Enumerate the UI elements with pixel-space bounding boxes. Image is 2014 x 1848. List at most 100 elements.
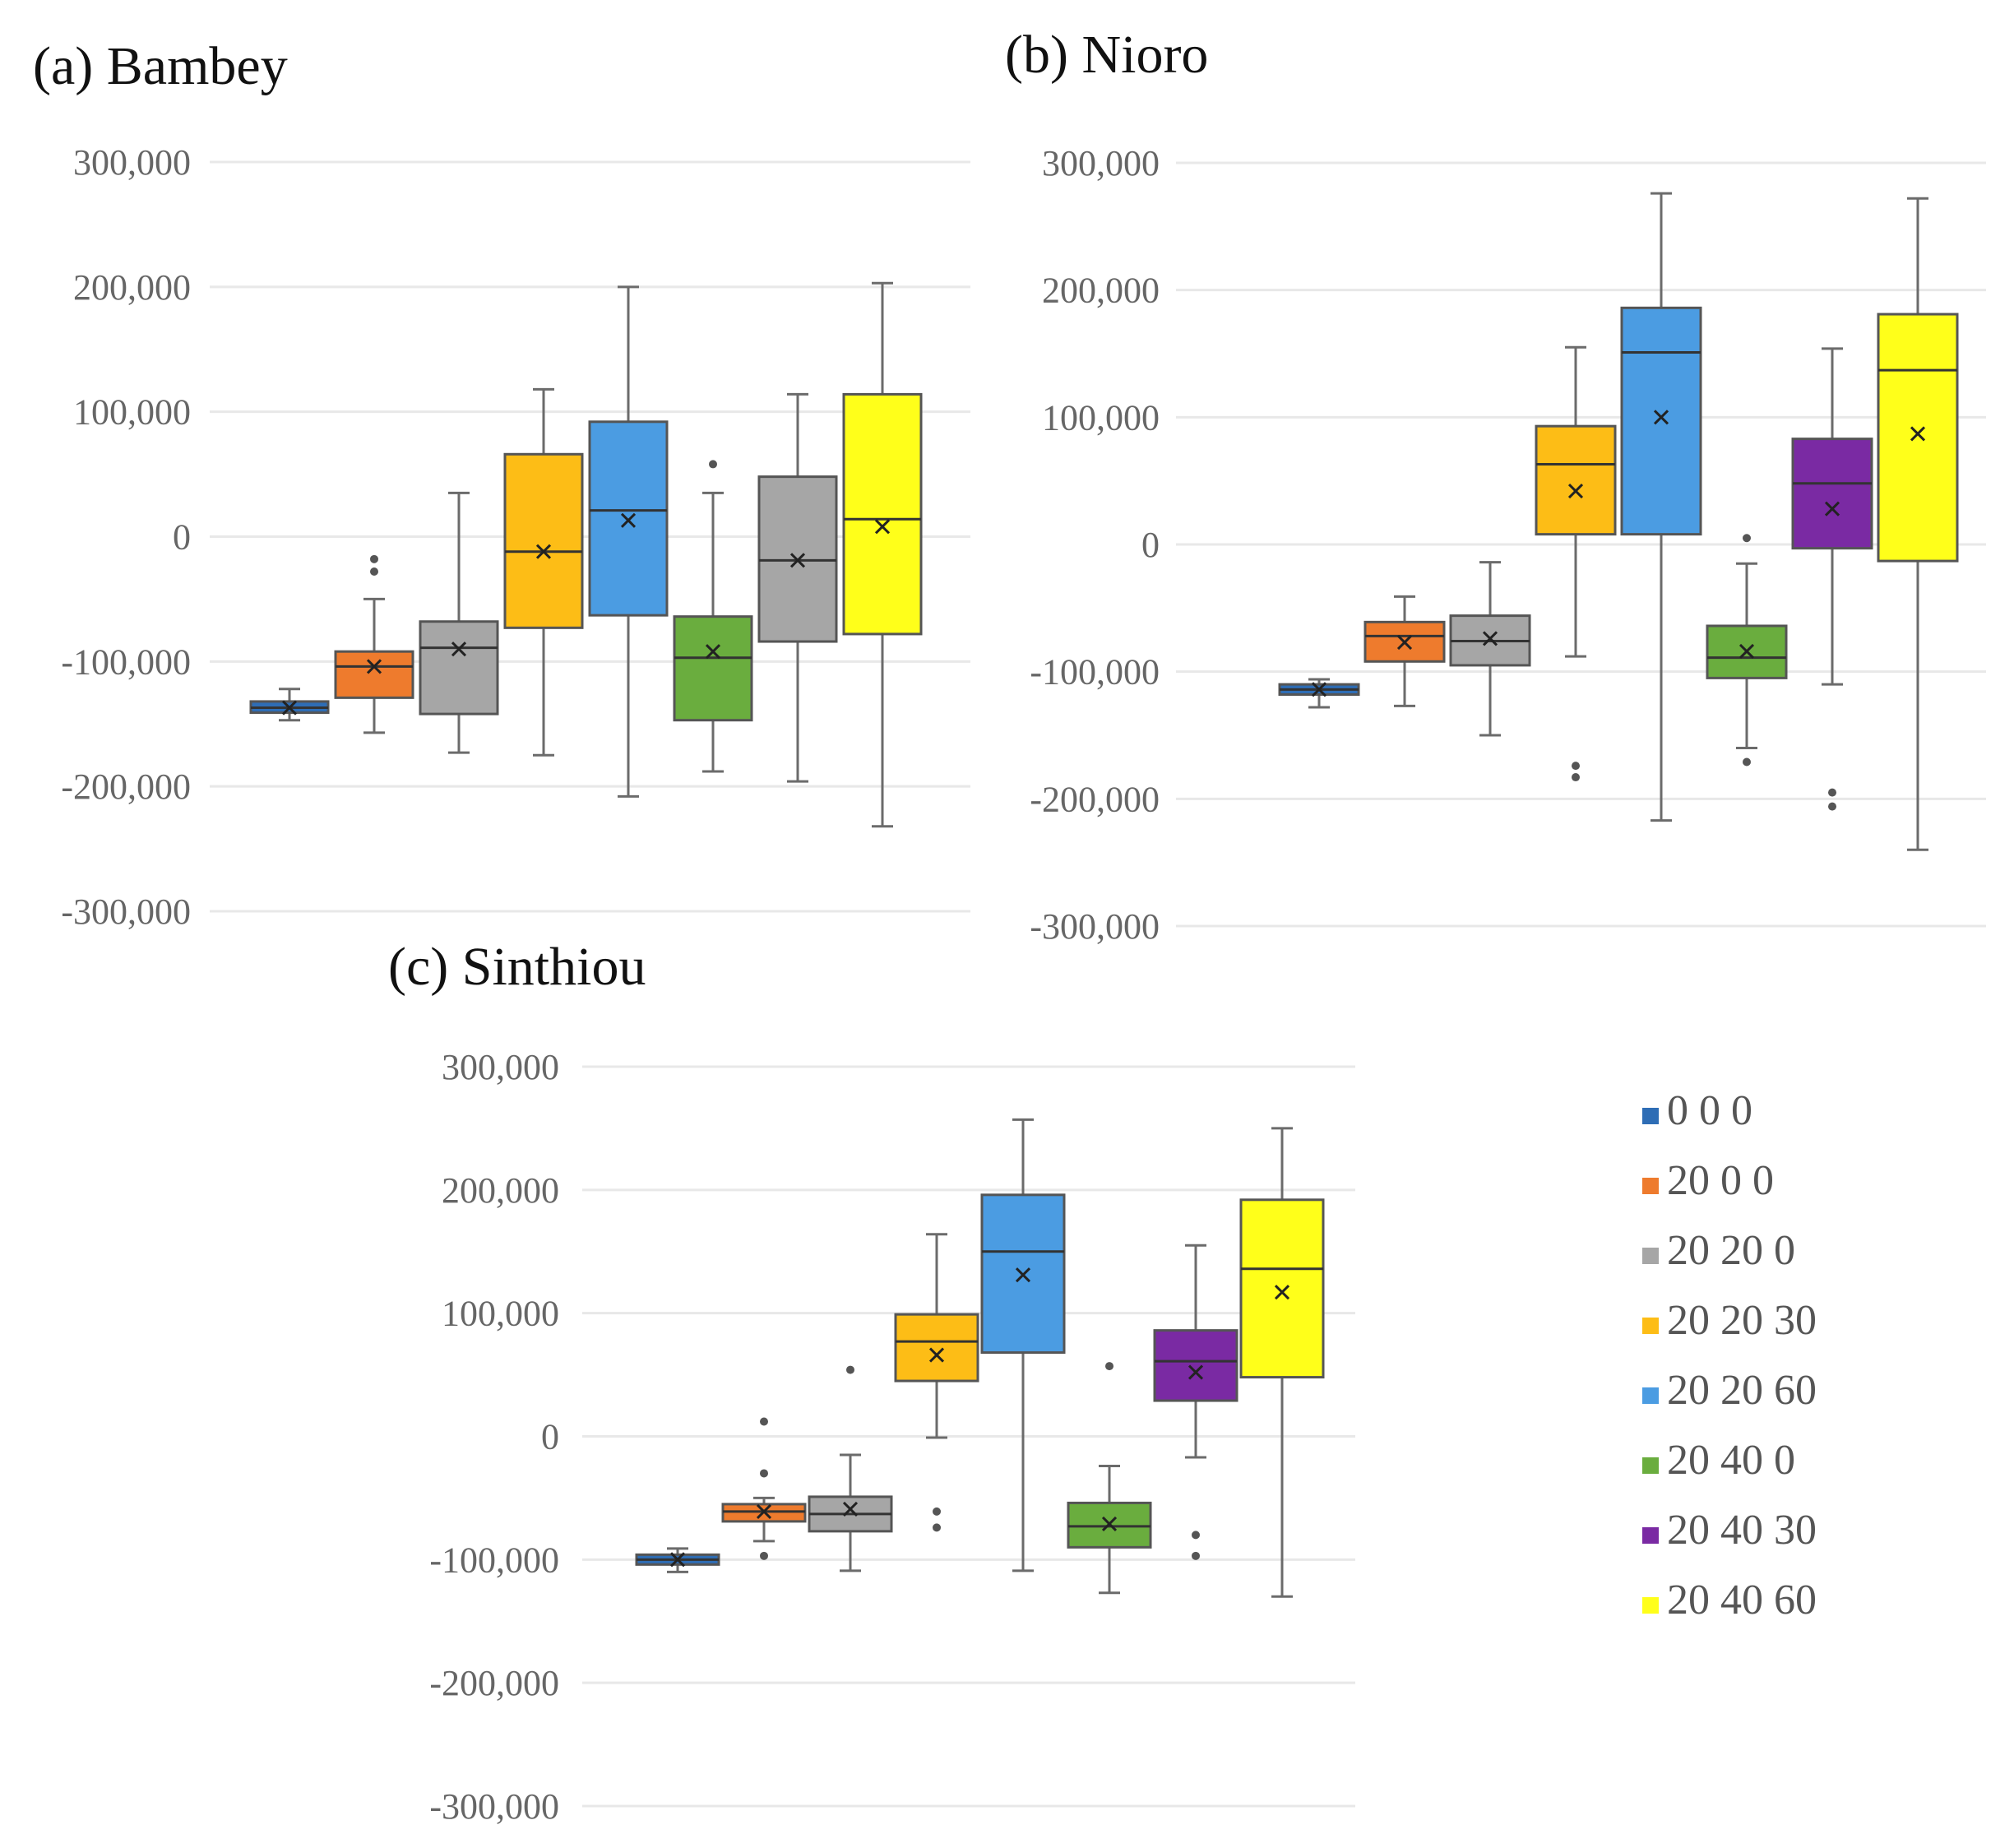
- mean-marker: [535, 544, 552, 559]
- panel-nioro: (b) Nioro 300,000 200,000 100,000 0 -100,000…: [1005, 25, 1986, 947]
- legend-swatch: [1642, 1527, 1659, 1544]
- box-c-7: [1239, 1127, 1325, 1598]
- iqr-box: [842, 392, 923, 636]
- mean-marker: [1015, 1267, 1031, 1283]
- y-tick-label-b-6: -300,000: [1030, 906, 1160, 947]
- iqr-box: [673, 615, 753, 722]
- legend-swatch: [1642, 1387, 1659, 1404]
- outlier-point-0: [1105, 1362, 1113, 1371]
- y-tick-label-b-2: 100,000: [1042, 397, 1160, 438]
- legend-swatch: [1642, 1178, 1659, 1194]
- outlier-point-0: [1743, 534, 1751, 543]
- mean-marker: [1653, 410, 1669, 425]
- mean-marker: [1274, 1285, 1290, 1300]
- legend-item-6: 20 40 30: [1642, 1507, 1817, 1554]
- legend-item-7: 20 40 60: [1642, 1577, 1817, 1623]
- outlier-point-1: [1192, 1551, 1200, 1560]
- box-a-7: [842, 281, 923, 828]
- mean-marker: [1482, 631, 1498, 646]
- legend-swatch: [1642, 1597, 1659, 1614]
- legend-swatch: [1642, 1108, 1659, 1124]
- mean-marker: [874, 519, 891, 535]
- legend-label: 20 0 0: [1667, 1157, 1774, 1204]
- mean-marker: [1567, 483, 1584, 499]
- y-tick-label-a-4: -100,000: [61, 641, 191, 682]
- box-a-0: [249, 688, 330, 722]
- y-tick-label-c-3: 0: [541, 1417, 559, 1457]
- mean-marker: [366, 659, 382, 674]
- iqr-box: [1535, 424, 1617, 536]
- outlier-point-1: [1572, 762, 1580, 771]
- box-c-5: [1067, 1362, 1152, 1595]
- mean-marker: [1396, 635, 1413, 651]
- iqr-box: [503, 452, 584, 629]
- outlier-point-1: [1743, 757, 1751, 767]
- y-tick-label-c-6: -300,000: [429, 1786, 559, 1827]
- legend-label: 20 40 30: [1667, 1507, 1817, 1554]
- iqr-box: [1239, 1198, 1325, 1379]
- iqr-box: [1791, 438, 1873, 550]
- mean-marker: [1101, 1516, 1118, 1531]
- box-b-2: [1449, 561, 1531, 737]
- box-b-5: [1706, 534, 1788, 767]
- mean-marker: [281, 700, 298, 716]
- legend-item-0: 0 0 0: [1642, 1087, 1752, 1134]
- box-c-4: [980, 1118, 1066, 1572]
- y-tick-label-c-2: 100,000: [442, 1294, 559, 1334]
- y-tick-label-b-5: -200,000: [1030, 779, 1160, 819]
- box-a-5: [673, 460, 753, 773]
- y-tick-label-b-4: -100,000: [1030, 652, 1160, 692]
- outlier-point-1: [1828, 802, 1836, 811]
- y-tick-label-b-1: 200,000: [1042, 271, 1160, 311]
- y-tick-label-a-1: 200,000: [73, 267, 191, 308]
- outlier-point-0: [933, 1523, 941, 1532]
- outlier-point-2: [760, 1417, 768, 1426]
- mean-marker: [1188, 1364, 1204, 1380]
- mean-marker: [705, 644, 721, 660]
- legend-label: 20 20 60: [1667, 1367, 1817, 1414]
- outlier-point-0: [1572, 773, 1580, 782]
- legend-label: 20 40 0: [1667, 1437, 1795, 1484]
- outlier-point-0: [1828, 788, 1836, 797]
- box-b-4: [1620, 192, 1702, 822]
- outlier-point-1: [933, 1507, 941, 1516]
- y-tick-label-a-0: 300,000: [73, 142, 191, 183]
- outlier-point-0: [760, 1551, 768, 1560]
- legend-item-5: 20 40 0: [1642, 1437, 1795, 1484]
- panel-sinthiou: (c) Sinthiou 300,000 200,000 100,000 0 -100,…: [388, 937, 1355, 1827]
- legend-label: 20 20 30: [1667, 1297, 1817, 1344]
- legend-item-3: 20 20 30: [1642, 1297, 1817, 1344]
- legend-item-2: 20 20 0: [1642, 1227, 1795, 1274]
- legend-swatch: [1642, 1318, 1659, 1334]
- outlier-point-0: [370, 554, 378, 563]
- box-a-4: [588, 285, 669, 798]
- box-a-2: [419, 491, 499, 754]
- y-tick-label-c-4: -100,000: [429, 1540, 559, 1580]
- panel-bambey: (a) Bambey 300,000 200,000 100,000 0 -100,00…: [33, 36, 970, 932]
- iqr-box: [894, 1313, 979, 1383]
- iqr-box: [1153, 1329, 1238, 1402]
- y-tick-label-c-0: 300,000: [442, 1047, 559, 1087]
- box-c-1: [721, 1417, 807, 1560]
- mean-marker: [756, 1503, 772, 1519]
- legend-label: 0 0 0: [1667, 1087, 1752, 1134]
- box-b-7: [1877, 197, 1959, 851]
- iqr-box: [588, 420, 669, 617]
- legend-label: 20 20 0: [1667, 1227, 1795, 1274]
- y-tick-label-c-1: 200,000: [442, 1170, 559, 1211]
- y-tick-label-b-0: 300,000: [1042, 143, 1160, 183]
- y-tick-label-a-2: 100,000: [73, 392, 191, 433]
- mean-marker: [1824, 501, 1840, 516]
- outlier-point-1: [370, 567, 378, 577]
- panel-b-title: (b) Nioro: [1005, 25, 1208, 85]
- box-c-2: [808, 1365, 893, 1572]
- y-tick-label-a-5: -200,000: [61, 767, 191, 807]
- box-c-3: [894, 1233, 979, 1532]
- box-c-0: [635, 1547, 720, 1573]
- box-b-1: [1364, 595, 1446, 707]
- box-b-6: [1791, 347, 1873, 811]
- panel-c-title: (c) Sinthiou: [388, 937, 646, 997]
- iqr-box: [334, 650, 414, 699]
- mean-marker: [669, 1552, 686, 1568]
- legend-label: 20 40 60: [1667, 1577, 1817, 1623]
